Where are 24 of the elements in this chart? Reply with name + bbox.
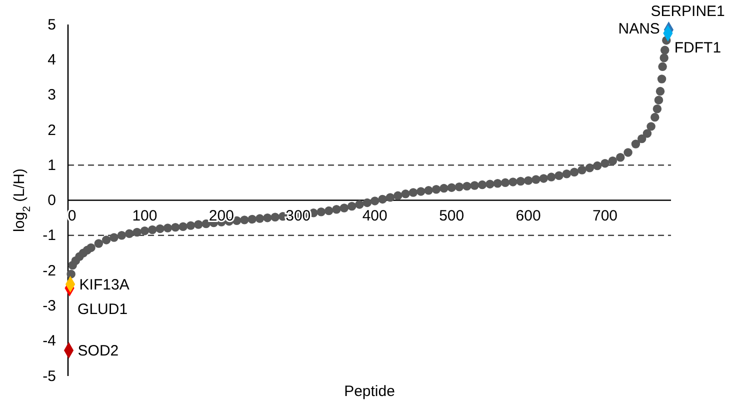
- y-tick-label: -4: [42, 332, 56, 350]
- x-tick-label: 700: [592, 207, 618, 224]
- series-label: NANS: [618, 20, 660, 38]
- y-tick-label: -2: [42, 262, 56, 280]
- y-tick-label: 2: [48, 122, 56, 139]
- x-tick-label: 400: [362, 207, 388, 224]
- y-tick-label: -1: [42, 227, 56, 244]
- y-tick-label: 4: [48, 51, 56, 68]
- y-tick-label: 1: [48, 156, 56, 174]
- x-tick-label: 100: [132, 207, 158, 224]
- series-label: KIF13A: [79, 276, 130, 294]
- series-label: GLUD1: [78, 301, 128, 318]
- x-tick-label: 0: [68, 207, 76, 224]
- y-tick-label: 0: [48, 192, 56, 210]
- y-tick-label: 5: [48, 16, 56, 34]
- x-tick-label: 600: [516, 207, 541, 224]
- x-tick-label: 500: [439, 207, 464, 224]
- series-label: SOD2: [78, 342, 119, 360]
- y-tick-label: -3: [42, 298, 56, 314]
- series-label: FDFT1: [674, 39, 722, 56]
- y-tick-label: -5: [42, 368, 56, 385]
- y-tick-label: 3: [48, 86, 56, 104]
- series-label: SERPINE1: [650, 2, 725, 20]
- x-axis-title: Peptide: [344, 383, 395, 400]
